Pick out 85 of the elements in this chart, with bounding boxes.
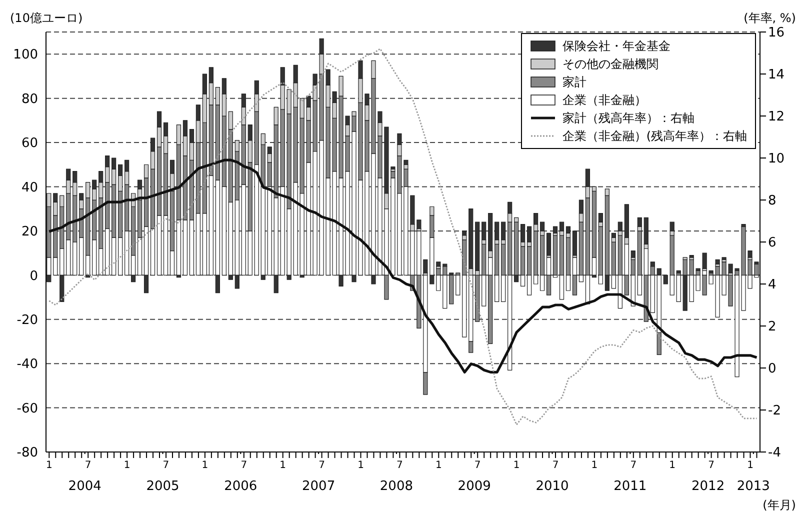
bar	[670, 222, 674, 232]
text: 7	[552, 460, 559, 472]
bar	[475, 222, 480, 272]
x-tick-label: 2010	[536, 479, 569, 494]
bar	[552, 226, 558, 234]
y-tick-label: -20	[16, 312, 38, 328]
y-tick-label: 20	[21, 224, 38, 240]
x-tick-label: 2013	[736, 479, 770, 494]
text: 1	[280, 460, 286, 472]
y2-tick-label: -4	[768, 446, 781, 461]
y-tick-label: -80	[16, 446, 38, 461]
text: 1	[358, 460, 364, 472]
bar	[689, 254, 694, 258]
legend-label: 保険会社・年金基金	[562, 38, 670, 55]
y2-axis-title: (年率, %)	[744, 10, 796, 26]
bar	[618, 222, 622, 232]
x-tick-label: 2012	[692, 479, 725, 494]
bar	[676, 274, 681, 302]
x-tick-label: 2005	[146, 479, 180, 494]
bar	[572, 230, 578, 256]
bar	[462, 230, 467, 236]
text: 1	[435, 460, 442, 472]
bar	[663, 274, 668, 284]
bar	[526, 226, 532, 242]
legend-label: 家計	[562, 74, 586, 91]
bar	[520, 224, 526, 242]
y2-tick-label: 0	[768, 362, 776, 377]
y2-tick-label: 16	[768, 26, 785, 41]
y-tick-label: -60	[16, 401, 38, 416]
y2-tick-label: 6	[768, 236, 776, 251]
bar	[644, 217, 648, 245]
x-tick-label: 2004	[68, 479, 102, 494]
x-tick-label: 2011	[614, 479, 647, 494]
y2-tick-label: 2	[768, 320, 776, 335]
x-tick-label: 2007	[302, 479, 336, 494]
text: 1	[591, 460, 598, 472]
bar	[552, 235, 558, 276]
x-tick-label: 2009	[458, 479, 491, 494]
bar	[436, 262, 441, 267]
y2-tick-label: -2	[768, 404, 781, 419]
y2-tick-label: 10	[768, 152, 785, 167]
x-tick-label: 2006	[224, 479, 258, 494]
bar	[449, 274, 454, 304]
line-series	[48, 158, 758, 374]
y-tick-label: 100	[13, 48, 38, 63]
bar	[676, 270, 681, 274]
text: 1	[46, 460, 52, 472]
legend-label: その他の金融機関	[562, 56, 658, 73]
bar	[630, 250, 636, 258]
legend-label: 企業（非金融）	[562, 92, 646, 109]
y-tick-label: 60	[21, 136, 38, 152]
text: 1	[669, 460, 676, 472]
bar	[456, 274, 460, 296]
text: 1	[202, 460, 208, 472]
text: 7	[240, 460, 248, 472]
text: 1	[747, 460, 754, 472]
legend-label: 家計（残高年率）：右軸	[562, 110, 694, 127]
text: 7	[318, 460, 325, 472]
y-tick-label: -40	[16, 357, 38, 372]
y2-tick-label: 8	[768, 194, 776, 209]
text: 7	[630, 460, 637, 472]
text: 7	[474, 460, 481, 472]
bar	[559, 222, 564, 232]
text: 7	[84, 460, 92, 472]
bar	[546, 232, 552, 256]
bar	[501, 222, 506, 240]
y-tick-label: 0	[30, 268, 38, 284]
y2-tick-label: 14	[768, 68, 785, 83]
text: 7	[708, 460, 714, 472]
y-tick-label: 40	[21, 180, 38, 196]
legend-label: 企業（非金融）(残高年率）：右軸	[562, 128, 747, 145]
y2-tick-label: 12	[768, 110, 785, 125]
bar	[494, 222, 500, 240]
text: 7	[396, 460, 403, 472]
bar	[475, 274, 480, 322]
text: 7	[162, 460, 170, 472]
bar	[540, 222, 545, 232]
y-axis-title: (10億ユーロ)	[10, 10, 83, 27]
x-axis-title: (年月)	[762, 497, 796, 514]
text: 1	[513, 460, 520, 472]
y2-tick-label: 4	[768, 278, 776, 293]
x-tick-label: 2008	[380, 479, 414, 494]
bar	[482, 222, 486, 240]
y-tick-label: 80	[21, 92, 38, 107]
text: 1	[124, 460, 130, 472]
